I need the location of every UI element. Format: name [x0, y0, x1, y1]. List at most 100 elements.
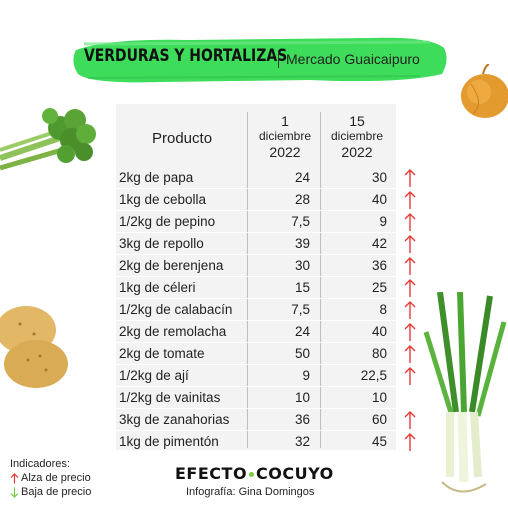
- efecto-cocuyo-logo: EFECTO COCUYO: [175, 464, 334, 483]
- column-header-date-2: 15 diciembre 2022: [322, 113, 392, 161]
- column-header-producto: Producto: [152, 130, 213, 147]
- infographic-credit: Infografía: Gina Domingos: [186, 486, 315, 498]
- legend-title: Indicadores:: [10, 458, 70, 470]
- price-date-1: 39: [294, 236, 310, 251]
- row-separator: [116, 210, 396, 211]
- price-date-1: 28: [294, 192, 310, 207]
- arrow-up-icon: [404, 213, 416, 231]
- page-subtitle: Mercado Guaicaipuro: [286, 51, 420, 67]
- page-title: VERDURAS Y HORTALIZAS: [84, 46, 288, 66]
- arrow-up-icon: [404, 411, 416, 429]
- price-date-1: 24: [294, 170, 310, 185]
- date-2-day: 15: [349, 113, 365, 129]
- row-separator: [116, 232, 396, 233]
- table-row: 1kg de pimentón 32 45: [116, 431, 416, 453]
- price-date-2: 9: [379, 214, 387, 229]
- product-name: 2kg de papa: [119, 170, 194, 185]
- potato-illustration-icon: [0, 306, 68, 388]
- price-date-2: 25: [371, 280, 387, 295]
- row-separator: [116, 452, 396, 453]
- price-date-1: 30: [294, 258, 310, 273]
- table-row: 2kg de berenjena 30 36: [116, 255, 416, 277]
- column-divider: [247, 112, 248, 448]
- title-brush-highlight: [73, 37, 447, 83]
- price-date-1: 9: [302, 368, 310, 383]
- price-date-1: 24: [294, 324, 310, 339]
- price-date-2: 36: [371, 258, 387, 273]
- arrow-down-icon: [10, 487, 19, 498]
- legend-item-up: Alza de precio: [10, 472, 91, 484]
- arrow-up-icon: [404, 191, 416, 209]
- price-date-1: 7,5: [291, 302, 310, 317]
- product-name: 1/2kg de ají: [119, 368, 189, 383]
- celery-illustration-icon: [0, 108, 96, 171]
- table-row: 3kg de repollo 39 42: [116, 233, 416, 255]
- table-row: 3kg de zanahorias 36 60: [116, 409, 416, 431]
- price-date-1: 36: [294, 412, 310, 427]
- arrow-up-icon: [404, 367, 416, 385]
- table-row: 1/2kg de calabacín 7,5 8: [116, 299, 416, 321]
- product-name: 1kg de pimentón: [119, 434, 219, 449]
- date-2-year: 2022: [341, 144, 373, 160]
- date-1-month: diciembre: [258, 129, 312, 143]
- price-date-2: 60: [371, 412, 387, 427]
- price-date-1: 32: [294, 434, 310, 449]
- product-name: 2kg de tomate: [119, 346, 205, 361]
- product-name: 2kg de remolacha: [119, 324, 227, 339]
- date-2-month: diciembre: [330, 129, 384, 143]
- price-date-2: 40: [371, 192, 387, 207]
- product-name: 2kg de berenjena: [119, 258, 224, 273]
- arrow-up-icon: [10, 472, 19, 484]
- table-row: 1/2kg de vainitas 10 10: [116, 387, 396, 409]
- leek-illustration-icon: [423, 292, 507, 493]
- price-date-2: 42: [371, 236, 387, 251]
- arrow-up-icon: [404, 345, 416, 363]
- price-date-2: 45: [371, 434, 387, 449]
- row-separator: [116, 254, 396, 255]
- table-row: 2kg de tomate 50 80: [116, 343, 416, 365]
- arrow-up-icon: [404, 169, 416, 187]
- legend-down-label: Baja de precio: [21, 486, 92, 498]
- logo-text-right: COCUYO: [256, 464, 334, 483]
- table-row: 1kg de cebolla 28 40: [116, 189, 416, 211]
- row-separator: [116, 408, 396, 409]
- row-separator: [116, 430, 396, 431]
- column-divider: [320, 112, 321, 448]
- logo-text-left: EFECTO: [175, 464, 248, 483]
- price-date-1: 50: [294, 346, 310, 361]
- arrow-up-icon: [404, 433, 416, 451]
- logo-dot-icon: [249, 472, 255, 477]
- arrow-up-icon: [404, 279, 416, 297]
- date-1-day: 1: [281, 113, 289, 129]
- legend-up-label: Alza de precio: [21, 472, 91, 484]
- product-name: 1kg de céleri: [119, 280, 196, 295]
- row-separator: [116, 364, 396, 365]
- row-separator: [116, 276, 396, 277]
- onion-illustration-icon: [461, 64, 508, 118]
- row-separator: [116, 320, 396, 321]
- price-date-2: 30: [371, 170, 387, 185]
- row-separator: [116, 188, 396, 189]
- price-date-1: 7,5: [291, 214, 310, 229]
- column-header-date-1: 1 diciembre 2022: [250, 113, 320, 161]
- row-separator: [116, 298, 396, 299]
- table-row: 1/2kg de ají 9 22,5: [116, 365, 416, 387]
- title-divider: [278, 50, 279, 68]
- arrow-up-icon: [404, 301, 416, 319]
- price-date-2: 8: [379, 302, 387, 317]
- legend-item-down: Baja de precio: [10, 486, 91, 498]
- price-date-2: 22,5: [360, 368, 387, 383]
- product-name: 1/2kg de vainitas: [119, 390, 221, 405]
- arrow-up-icon: [404, 257, 416, 275]
- arrow-up-icon: [404, 323, 416, 341]
- price-date-2: 80: [371, 346, 387, 361]
- row-separator: [116, 342, 396, 343]
- price-date-1: 15: [294, 280, 310, 295]
- price-date-2: 10: [371, 390, 387, 405]
- table-row: 2kg de remolacha 24 40: [116, 321, 416, 343]
- product-name: 1/2kg de pepino: [119, 214, 216, 229]
- row-separator: [116, 386, 396, 387]
- product-name: 3kg de repollo: [119, 236, 204, 251]
- product-name: 3kg de zanahorias: [119, 412, 230, 427]
- table-row: 1kg de céleri 15 25: [116, 277, 416, 299]
